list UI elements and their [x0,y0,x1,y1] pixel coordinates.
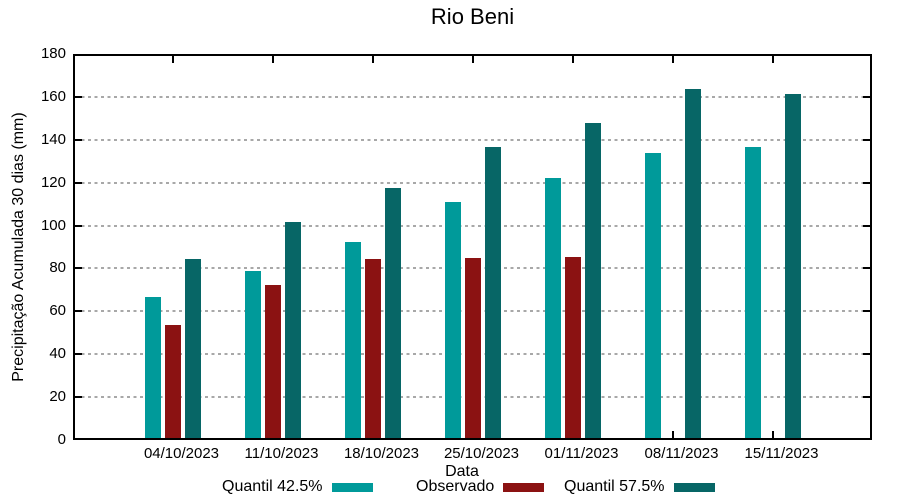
x-tick-label: 08/11/2023 [644,445,719,462]
bar-observado [164,325,181,440]
y-tick-mark [75,310,82,313]
bar-observado [364,258,381,440]
bar-quantil-42-5- [744,147,761,440]
y-tick-label: 160 [40,87,66,105]
x-tick-mark-top [271,56,274,63]
x-tick-mark-top [571,56,574,63]
y-tick-label: 180 [40,45,66,62]
y-tick-mark [75,396,82,399]
legend-item: Observado [416,478,545,496]
legend-label: Quantil 57.5% [564,478,665,495]
x-tick-label: 25/10/2023 [443,445,520,462]
bar-quantil-57-5- [784,93,801,440]
legend-swatch [673,482,715,492]
y-tick-mark [863,353,870,356]
x-tick-mark-bottom [671,431,674,438]
x-tick-label: 18/10/2023 [343,445,420,462]
bar-quantil-42-5- [644,152,661,440]
bar-quantil-57-5- [684,89,701,440]
y-tick-label: 60 [49,302,66,320]
legend-swatch [331,482,373,492]
x-tick-mark-top [471,56,474,63]
y-tick-label: 20 [49,388,66,406]
y-tick-mark [75,181,82,184]
y-tick-mark [863,138,870,141]
bar-quantil-42-5- [144,297,161,440]
bar-quantil-42-5- [544,178,561,440]
y-tick-mark [863,267,870,270]
legend-label: Quantil 42.5% [222,478,323,495]
y-tick-mark [863,95,870,98]
legend-item: Quantil 57.5% [564,478,715,496]
bar-quantil-57-5- [484,147,501,440]
x-tick-mark-top [671,56,674,63]
x-axis-label: Data [445,463,479,480]
y-tick-label: 140 [40,130,66,148]
y-tick-label: 100 [40,216,66,234]
y-tick-mark [863,181,870,184]
bar-quantil-42-5- [244,270,261,440]
gridline-y-100 [75,224,870,227]
y-tick-mark [863,396,870,399]
y-tick-mark [75,138,82,141]
y-tick-label: 0 [57,431,66,448]
bar-observado [264,284,281,440]
x-tick-label: 01/11/2023 [544,445,619,462]
y-tick-label: 80 [49,259,66,277]
x-tick-mark-bottom [771,431,774,438]
y-tick-mark [75,267,82,270]
y-tick-mark [75,224,82,227]
legend-swatch [503,482,545,492]
bar-quantil-57-5- [284,222,301,440]
x-tick-mark-top [771,56,774,63]
gridline-y-140 [75,138,870,141]
x-tick-label: 11/10/2023 [244,445,319,462]
bar-quantil-42-5- [444,202,461,440]
y-tick-mark [75,353,82,356]
bar-quantil-57-5- [184,258,201,440]
legend-item: Quantil 42.5% [222,478,373,496]
y-tick-label: 120 [40,173,66,191]
gridline-y-120 [75,181,870,184]
x-tick-mark-top [171,56,174,63]
y-tick-mark [863,310,870,313]
x-tick-label: 04/10/2023 [143,445,220,462]
y-tick-mark [863,224,870,227]
plot-area [73,54,872,440]
x-tick-mark-top [371,56,374,63]
bar-quantil-57-5- [584,122,601,440]
chart-title: Rio Beni [430,4,515,29]
y-axis-label: Precipitação Acumulada 30 dias (mm) [10,112,27,382]
bar-observado [564,256,581,440]
x-tick-label: 15/11/2023 [744,445,819,462]
y-tick-mark [75,95,82,98]
y-tick-label: 40 [49,345,66,363]
gridline-y-160 [75,95,870,98]
bar-quantil-42-5- [344,241,361,440]
bar-quantil-57-5- [384,188,401,440]
legend-label: Observado [416,478,495,495]
bar-observado [464,257,481,440]
